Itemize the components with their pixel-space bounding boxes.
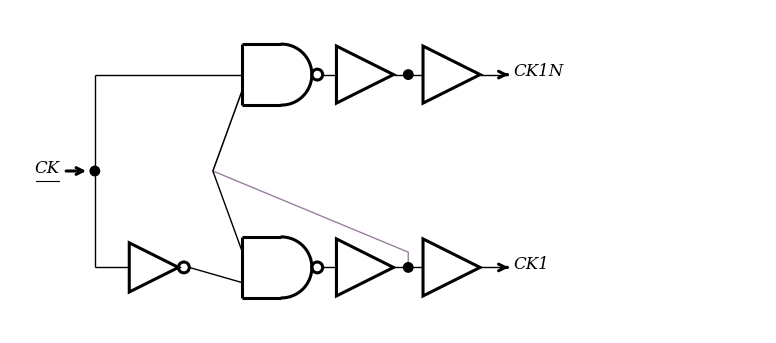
- Text: CK: CK: [34, 159, 60, 177]
- Text: CK1N: CK1N: [514, 63, 564, 80]
- Circle shape: [404, 263, 413, 272]
- Text: CK1: CK1: [514, 256, 549, 273]
- Circle shape: [90, 166, 99, 176]
- Circle shape: [404, 70, 413, 79]
